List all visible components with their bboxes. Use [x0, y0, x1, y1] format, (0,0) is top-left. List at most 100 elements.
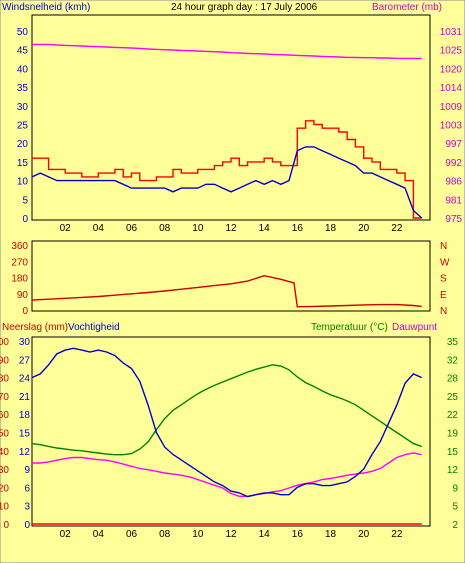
wind-speed-label: Windsnelheid (kmh): [2, 2, 90, 13]
rain-tick-0: 0: [3, 520, 9, 531]
humidity-chart-series: [31, 347, 422, 525]
temp-tick-6: 22: [447, 410, 459, 421]
wind-x-04: 04: [93, 223, 105, 234]
baro-tick-10: 1031: [440, 27, 463, 38]
baro-tick-0: 975: [445, 214, 462, 225]
wind-x-18: 18: [325, 223, 337, 234]
temp-tick-9: 32: [447, 355, 459, 366]
humidity-x-10: 10: [192, 529, 204, 540]
compass-tick-1: E: [440, 290, 447, 301]
humidity-tick-0: 0: [24, 520, 30, 531]
humidity-chart-frame: [31, 336, 431, 527]
humidity-x-06: 06: [126, 529, 138, 540]
dir-tick-4: 360: [11, 241, 28, 252]
wind-x-12: 12: [225, 223, 237, 234]
temp-tick-5: 19: [447, 429, 459, 440]
dir-tick-2: 180: [11, 274, 28, 285]
wind-tick-5: 25: [17, 121, 29, 132]
baro-tick-3: 992: [445, 158, 462, 169]
wind-tick-9: 45: [17, 46, 29, 57]
compass-tick-2: S: [440, 274, 447, 285]
temp-tick-1: 5: [452, 502, 458, 513]
rain-tick-1: 10: [0, 502, 9, 513]
humidity-chart-x-labels: 02 04 06 08 10 12 14 16 18 20 22: [60, 529, 403, 540]
humidity-x-04: 04: [93, 529, 105, 540]
temp-tick-7: 25: [447, 392, 459, 403]
rain-tick-3: 30: [0, 465, 9, 476]
rain-tick-10: 100: [0, 337, 9, 348]
dir-tick-0: 0: [22, 306, 28, 317]
wind-chart-frame: [31, 14, 431, 221]
humidity-x-08: 08: [159, 529, 171, 540]
wind-x-16: 16: [292, 223, 304, 234]
rain-tick-6: 60: [0, 410, 9, 421]
barometer-axis-labels: 975 981 986 992 997 1003 1009 1014 1020 1025 1031: [440, 27, 463, 225]
average-wind-line: [31, 146, 423, 219]
humidity-tick-6: 18: [19, 410, 31, 421]
humidity-x-14: 14: [259, 529, 271, 540]
wind-tick-2: 10: [17, 177, 29, 188]
direction-chart-frame: [31, 240, 431, 312]
wind-axis-labels: 0 5 10 15 20 25 30 35 40 45 50: [17, 27, 29, 225]
humidity-axis-labels: 0 10 20 30 40 50 60 70 80 90 100 0 3 6 9 12 15 18 21 24 27 30: [0, 337, 30, 531]
temp-tick-2: 9: [452, 483, 458, 494]
humidity-tick-2: 6: [24, 483, 30, 494]
humidity-tick-9: 27: [19, 355, 31, 366]
legend-humidity: Vochtigheid: [68, 322, 120, 333]
baro-tick-7: 1014: [440, 83, 463, 94]
wind-chart-x-labels: 02 04 06 08 10 12 14 16 18 20 22: [60, 223, 403, 234]
temp-tick-8: 28: [447, 374, 459, 385]
rain-tick-9: 90: [0, 355, 9, 366]
baro-tick-8: 1020: [440, 64, 463, 75]
rain-tick-8: 80: [0, 374, 9, 385]
compass-tick-4: N: [440, 241, 447, 252]
dewpoint-line: [32, 452, 422, 497]
wind-chart-series: [31, 43, 423, 219]
rain-tick-4: 40: [0, 447, 9, 458]
rain-tick-7: 70: [0, 392, 9, 403]
humidity-x-02: 02: [60, 529, 72, 540]
wind-x-08: 08: [159, 223, 171, 234]
direction-line: [31, 274, 422, 308]
legend-temperature: Temperatuur (°C): [311, 322, 388, 333]
humidity-x-16: 16: [292, 529, 304, 540]
humidity-line: [31, 347, 422, 498]
direction-chart-series: [31, 274, 422, 308]
wind-x-22: 22: [391, 223, 403, 234]
wind-tick-0: 0: [22, 214, 28, 225]
baro-tick-5: 1003: [440, 121, 463, 132]
legend-dewpoint: Dauwpunt: [392, 322, 437, 333]
wind-tick-6: 30: [17, 102, 29, 113]
legend-rain: Neerslag (mm): [2, 322, 68, 333]
temp-tick-10: 35: [447, 337, 459, 348]
wind-tick-8: 40: [17, 64, 29, 75]
humidity-tick-5: 15: [19, 429, 31, 440]
dir-tick-3: 270: [11, 257, 28, 268]
compass-tick-0: N: [440, 306, 447, 317]
temperature-line: [31, 364, 422, 456]
gust-line: [32, 120, 422, 219]
wind-tick-10: 50: [17, 27, 29, 38]
wind-x-14: 14: [259, 223, 271, 234]
wind-x-20: 20: [358, 223, 370, 234]
humidity-x-20: 20: [358, 529, 370, 540]
humidity-x-22: 22: [391, 529, 403, 540]
humidity-tick-8: 24: [19, 374, 31, 385]
rain-tick-2: 20: [0, 483, 9, 494]
humidity-tick-1: 3: [24, 502, 30, 513]
direction-axis-labels: 0 90 180 270 360: [11, 241, 28, 317]
temp-tick-4: 15: [447, 447, 459, 458]
wind-tick-7: 35: [17, 83, 29, 94]
baro-tick-9: 1025: [440, 46, 463, 57]
graph-title: 24 hour graph day : 17 July 2006: [171, 2, 318, 13]
compass-tick-3: W: [440, 257, 450, 268]
humidity-tick-3: 9: [24, 465, 30, 476]
baro-tick-2: 986: [445, 177, 462, 188]
barometer-label: Barometer (mb): [372, 2, 442, 13]
baro-tick-6: 1009: [440, 102, 463, 113]
temp-tick-0: 2: [452, 520, 458, 531]
wind-tick-3: 15: [17, 158, 29, 169]
